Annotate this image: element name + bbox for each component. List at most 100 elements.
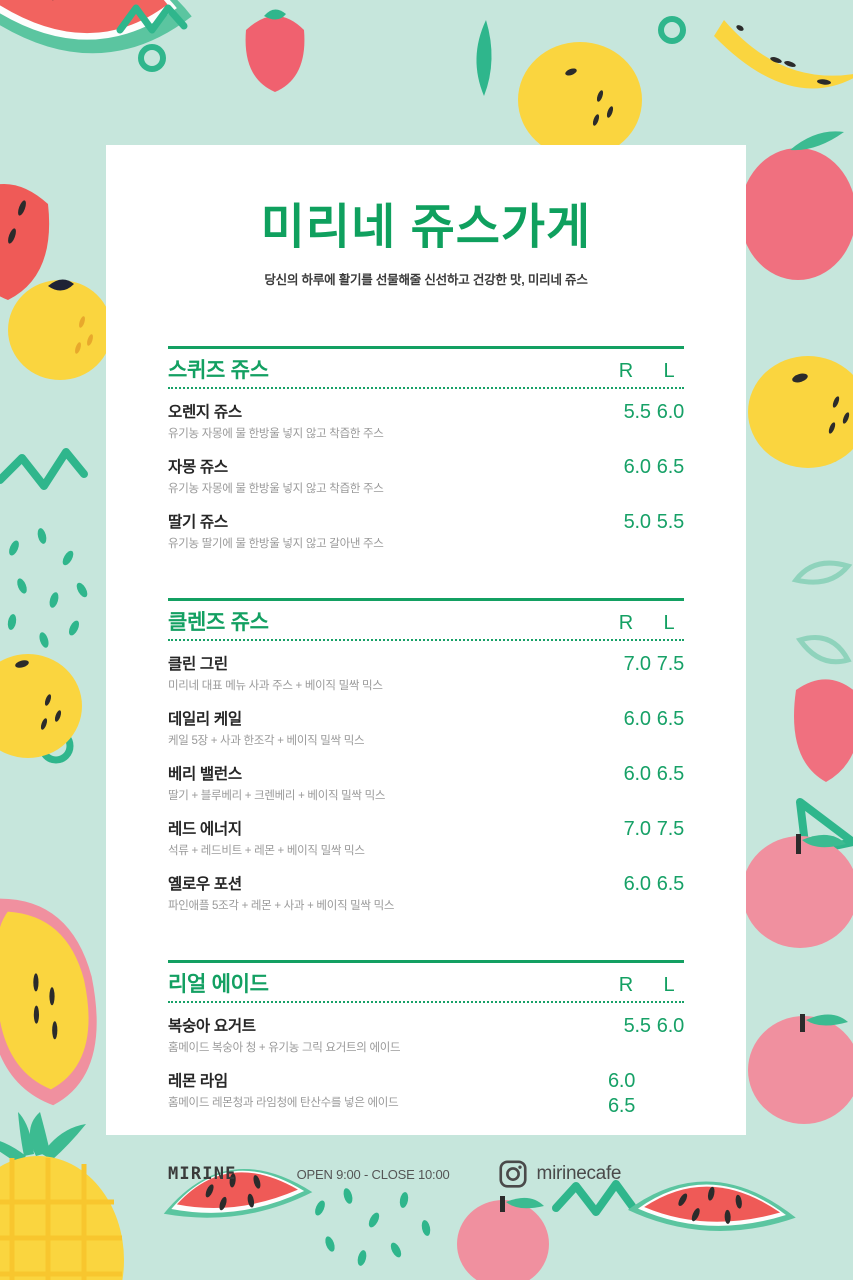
menu-item-row[interactable]: 자몽 쥬스 유기농 자몽에 물 한방울 넣지 않고 착즙한 주스 6.0 6.5 <box>168 444 684 499</box>
menu-item-prices: 6.0 6.5 <box>608 707 685 731</box>
menu-item-row[interactable]: 레몬 라임 홈메이드 레몬청과 라임청에 탄산수를 넣은 에이드 6.0 6.5 <box>168 1058 684 1121</box>
menu-item-text: 복숭아 요거트 홈메이드 복숭아 청 + 유기농 그릭 요거트의 에이드 <box>168 1014 608 1055</box>
apple-icon <box>748 1014 853 1124</box>
menu-header: 미리네 쥬스가게 당신의 하루에 활기를 선물해줄 신선하고 건강한 맛, 미리… <box>168 145 684 288</box>
size-column-large: L <box>663 360 675 383</box>
peach-icon <box>740 131 853 280</box>
menu-item-name: 딸기 쥬스 <box>168 514 228 532</box>
price-large: 7.5 <box>656 653 684 676</box>
menu-item-row[interactable]: 데일리 케일 케일 5장 + 사과 한조각 + 베이직 밀싹 믹스 6.0 6.5 <box>168 696 684 751</box>
opening-hours: OPEN 9:00 - CLOSE 10:00 <box>296 1166 450 1182</box>
size-column-regular: R <box>618 974 634 997</box>
tagline: 당신의 하루에 활기를 선물해줄 신선하고 건강한 맛, 미리네 쥬스 <box>264 273 588 288</box>
price-regular: 5.5 <box>623 401 651 424</box>
menu-item-text: 클린 그린 미리네 대표 메뉴 사과 주스 + 베이직 밀싹 믹스 <box>168 652 608 693</box>
menu-item-description: 케일 5장 + 사과 한조각 + 베이직 밀싹 믹스 <box>168 735 365 748</box>
menu-item-text: 자몽 쥬스 유기농 자몽에 물 한방울 넣지 않고 착즙한 주스 <box>168 455 608 496</box>
ring-decor <box>138 44 166 72</box>
banana-icon <box>714 20 853 89</box>
menu-item-description: 유기농 자몽에 물 한방울 넣지 않고 착즙한 주스 <box>168 428 384 441</box>
zigzag-decor <box>552 1180 636 1216</box>
price-regular: 7.0 <box>623 818 651 841</box>
menu-item-name: 오렌지 쥬스 <box>168 404 242 422</box>
section-dotted-rule <box>168 639 684 642</box>
price-large: 6.5 <box>656 763 684 786</box>
menu-item-row[interactable]: 레드 에너지 석류 + 레드비트 + 레몬 + 베이직 밀싹 믹스 7.0 7.5 <box>168 806 684 861</box>
price-regular: 6.0 <box>623 456 651 479</box>
ring-decor <box>658 16 686 44</box>
orange-icon <box>748 356 853 468</box>
price-regular: 5.5 <box>623 1015 651 1038</box>
menu-item-prices: 5.5 6.0 <box>608 400 685 424</box>
menu-section: 클렌즈 쥬스 R L 클린 그린 미리네 대표 메뉴 사과 주스 + 베이직 밀싹 믹스… <box>168 598 684 916</box>
menu-item-description: 유기농 딸기에 물 한방울 넣지 않고 갈아낸 주스 <box>168 538 384 551</box>
size-column-regular: R <box>618 612 634 635</box>
apple-icon <box>742 834 853 948</box>
confetti-decor <box>315 1188 431 1266</box>
menu-sections: 스퀴즈 쥬스 R L 오렌지 쥬스 유기농 자몽에 물 한방울 넣지 않고 착즙한 주스… <box>168 346 684 1121</box>
instagram-link[interactable]: mirinecafe <box>498 1159 622 1189</box>
zigzag-decor <box>116 4 188 34</box>
strawberry-icon <box>794 679 853 782</box>
menu-item-prices: 6.0 6.5 <box>608 762 685 786</box>
menu-item-name: 베리 밸런스 <box>168 766 242 784</box>
menu-item-row[interactable]: 베리 밸런스 딸기 + 블루베리 + 크렌베리 + 베이직 밀싹 믹스 6.0 6.5 <box>168 751 684 806</box>
confetti-decor <box>7 528 88 672</box>
zigzag-decor <box>0 448 88 490</box>
pineapple-icon <box>0 1112 124 1280</box>
menu-item-row[interactable]: 복숭아 요거트 홈메이드 복숭아 청 + 유기농 그릭 요거트의 에이드 5.5 6.… <box>168 1003 684 1058</box>
menu-item-description: 파인애플 5조각 + 레몬 + 사과 + 베이직 밀싹 믹스 <box>168 900 395 913</box>
watermelon-icon <box>163 1169 313 1218</box>
mango-icon <box>0 898 97 1106</box>
price-large: 6.5 <box>656 456 684 479</box>
section-header: 리얼 에이드 R L <box>168 963 684 1001</box>
section-rule <box>168 960 684 964</box>
price-large: 6.5 <box>656 873 684 896</box>
menu-item-prices: 5.0 5.5 <box>608 510 685 534</box>
menu-item-row[interactable]: 오렌지 쥬스 유기농 자몽에 물 한방울 넣지 않고 착즙한 주스 5.5 6.0 <box>168 389 684 444</box>
menu-item-name: 레드 에너지 <box>168 821 242 839</box>
leaf-decor <box>795 635 852 665</box>
menu-item-row[interactable]: 클린 그린 미리네 대표 메뉴 사과 주스 + 베이직 밀싹 믹스 7.0 7.5 <box>168 641 684 696</box>
leaf-decor <box>791 560 853 585</box>
menu-section: 리얼 에이드 R L 복숭아 요거트 홈메이드 복숭아 청 + 유기농 그릭 요거트의 … <box>168 960 684 1121</box>
menu-section: 스퀴즈 쥬스 R L 오렌지 쥬스 유기농 자몽에 물 한방울 넣지 않고 착즙한 주스… <box>168 346 684 554</box>
watermelon-icon <box>627 1181 796 1231</box>
strawberry-icon <box>0 183 50 300</box>
menu-item-prices: 6.0 6.5 <box>608 455 685 479</box>
price-regular: 6.0 <box>623 708 651 731</box>
price-regular: 6.0 <box>608 1070 636 1093</box>
menu-card: 미리네 쥬스가게 당신의 하루에 활기를 선물해줄 신선하고 건강한 맛, 미리… <box>106 145 746 1188</box>
menu-item-name: 옐로우 포션 <box>168 876 242 894</box>
section-rule <box>168 346 684 350</box>
price-regular: 6.0 <box>623 763 651 786</box>
menu-item-prices: 7.0 7.5 <box>608 817 685 841</box>
apple-icon <box>457 1196 549 1280</box>
menu-item-description: 홈메이드 레몬청과 라임청에 탄산수를 넣은 에이드 <box>168 1097 399 1110</box>
page-title: 미리네 쥬스가게 <box>260 201 592 254</box>
leaf-decor <box>476 20 492 96</box>
menu-item-text: 레몬 라임 홈메이드 레몬청과 라임청에 탄산수를 넣은 에이드 <box>168 1069 608 1110</box>
strawberry-icon <box>245 9 305 92</box>
menu-item-description: 딸기 + 블루베리 + 크렌베리 + 베이직 밀싹 믹스 <box>168 790 386 803</box>
menu-item-name: 데일리 케일 <box>168 711 242 729</box>
instagram-icon <box>498 1160 527 1188</box>
section-dotted-rule <box>168 1001 684 1004</box>
menu-item-row[interactable]: 옐로우 포션 파인애플 5조각 + 레몬 + 사과 + 베이직 밀싹 믹스 6.0 6… <box>168 861 684 916</box>
menu-item-prices: 6.0 6.5 <box>608 872 685 896</box>
section-dotted-rule <box>168 387 684 390</box>
price-large: 6.5 <box>656 708 684 731</box>
orange-icon <box>8 279 112 380</box>
menu-item-prices: 5.5 6.0 <box>608 1014 685 1038</box>
menu-item-name: 자몽 쥬스 <box>168 459 228 477</box>
price-large: 6.0 <box>656 401 684 424</box>
section-title: 리얼 에이드 <box>168 973 269 997</box>
price-large: 6.0 <box>656 1015 684 1038</box>
menu-item-name: 복숭아 요거트 <box>168 1018 256 1036</box>
